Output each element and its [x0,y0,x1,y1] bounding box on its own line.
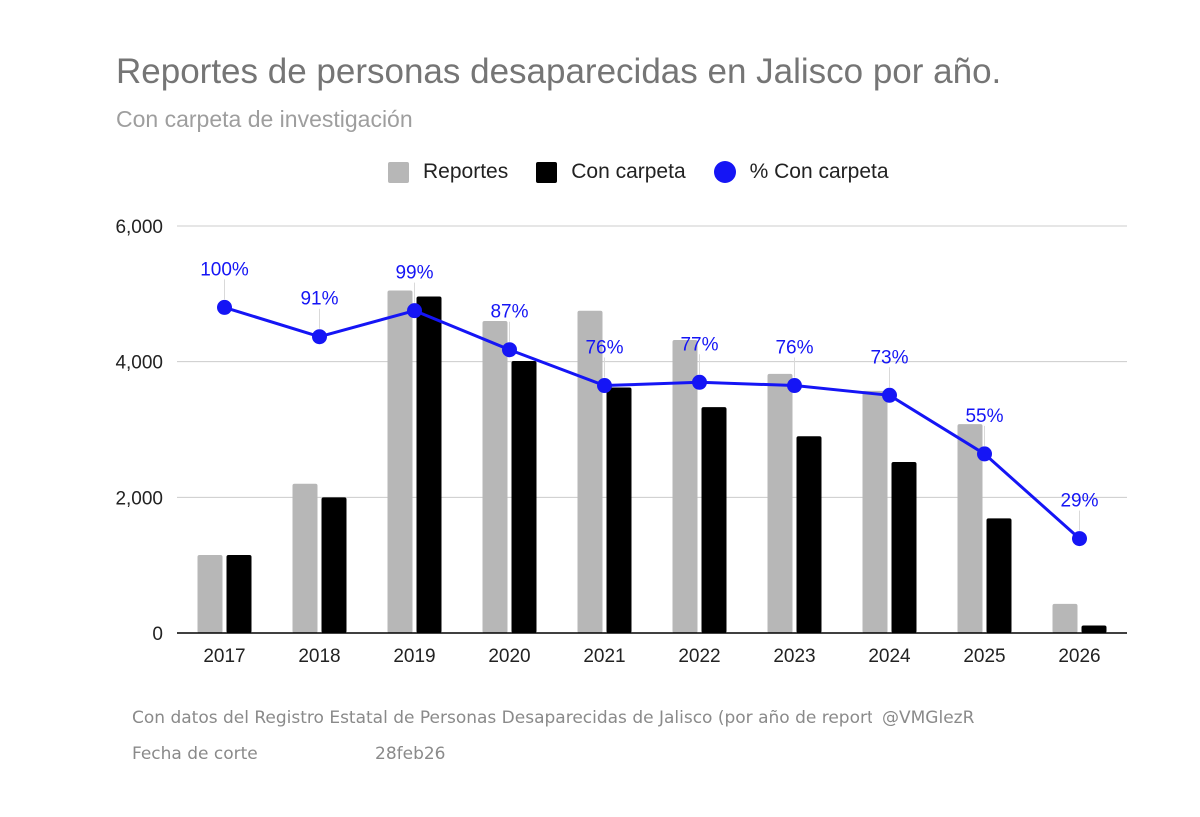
bar-con-carpeta-2025 [986,518,1012,633]
footnote-source: Con datos del Registro Estatal de Person… [132,708,872,728]
bar-reportes-2026 [1052,603,1078,633]
point-pct-2020 [502,342,517,358]
point-pct-2018 [312,329,327,345]
footnote-cutoff-label: Fecha de corte [132,744,258,764]
bar-con-carpeta-2026 [1081,625,1107,633]
data-label-pct-2025: 55% [965,406,1003,427]
footnote-cutoff-value: 28feb26 [375,744,446,764]
data-label-pct-2018: 91% [300,289,338,310]
bar-reportes-2024 [862,390,888,633]
bar-reportes-2019 [387,290,413,633]
chart-subtitle: Con carpeta de investigación [116,106,413,132]
legend-swatch-reportes [388,161,409,183]
x-tick-label-2022: 2022 [678,646,720,667]
x-tick-label-2019: 2019 [393,646,435,667]
point-pct-2026 [1072,531,1087,547]
x-tick-label-2026: 2026 [1058,646,1100,667]
data-label-pct-2021: 76% [585,338,623,359]
x-tick-label-2024: 2024 [868,646,911,667]
legend-label-pct-con-carpeta: % Con carpeta [749,160,889,183]
bar-reportes-2025 [957,424,983,633]
footnote-source-wrapper: Con datos del Registro Estatal de Person… [132,708,872,734]
legend-label-reportes: Reportes [423,160,509,183]
y-tick-label-0: 0 [152,624,163,645]
bar-con-carpeta-2023 [796,436,822,633]
legend-item-reportes: Reportes [388,160,508,184]
x-tick-label-2020: 2020 [488,646,530,667]
point-pct-2025 [977,446,992,462]
bar-con-carpeta-2019 [416,296,442,633]
line-pct-con-carpeta [224,305,1081,540]
point-pct-2024 [882,387,897,403]
bar-reportes-2020 [482,320,508,633]
x-tick-label-2023: 2023 [773,646,815,667]
legend-item-con-carpeta: Con carpeta [536,160,686,184]
y-tick-label-4000: 4,000 [115,353,163,374]
bar-con-carpeta-2024 [891,462,917,633]
x-tick-label-2018: 2018 [298,646,340,667]
footnote-handle: @VMGlezR [882,708,975,728]
data-label-pct-2017: 100% [200,259,249,280]
bar-con-carpeta-2020 [511,360,537,633]
point-pct-2019 [407,303,422,319]
bar-reportes-2022 [672,339,698,633]
bar-con-carpeta-2017 [226,554,252,633]
legend-swatch-con-carpeta [536,161,558,183]
x-tick-label-2025: 2025 [963,646,1005,667]
point-pct-2021 [597,378,612,394]
legend-label-con-carpeta: Con carpeta [571,160,686,183]
bar-con-carpeta-2022 [701,407,727,633]
point-pct-2017 [217,299,232,315]
chart-title: Reportes de personas desaparecidas en Ja… [116,52,1002,91]
bar-reportes-2017 [197,554,223,633]
legend-dot-pct-con-carpeta [713,161,736,183]
y-tick-label-2000: 2,000 [115,488,163,509]
bar-reportes-2018 [292,483,318,633]
bar-con-carpeta-2021 [606,387,632,633]
data-label-pct-2026: 29% [1060,491,1098,512]
point-pct-2022 [692,374,707,390]
point-pct-2023 [787,378,802,394]
data-label-pct-2024: 73% [870,347,908,368]
data-label-pct-2023: 76% [775,338,813,359]
bar-reportes-2021 [577,310,603,633]
data-label-pct-2020: 87% [490,302,528,323]
bar-reportes-2023 [767,373,793,633]
bar-con-carpeta-2018 [321,497,347,633]
legend-item-pct-con-carpeta: % Con carpeta [713,160,889,184]
x-tick-label-2017: 2017 [203,646,245,667]
chart-legend: Reportes Con carpeta % Con carpeta [388,160,917,184]
x-tick-label-2021: 2021 [583,646,625,667]
y-tick-label-6000: 6,000 [115,217,163,238]
data-label-pct-2019: 99% [395,263,433,284]
data-label-pct-2022: 77% [680,334,718,355]
